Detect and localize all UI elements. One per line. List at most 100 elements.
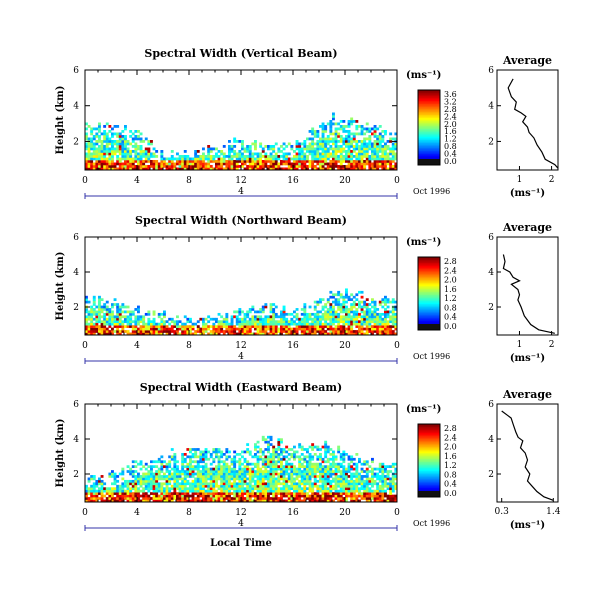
heatmap-cell	[212, 472, 216, 476]
heatmap-cell	[248, 482, 252, 486]
heatmap-cell	[277, 155, 281, 158]
heatmap-cell	[308, 145, 312, 148]
heatmap-cell	[183, 472, 187, 476]
heatmap-cell	[173, 165, 177, 168]
heatmap-cell	[345, 494, 348, 498]
heatmap-cell	[137, 327, 140, 331]
heatmap-cell	[189, 157, 192, 161]
heatmap-cell	[264, 492, 268, 495]
heatmap-cell	[160, 160, 164, 163]
heatmap-cell	[259, 492, 263, 495]
colorbar-tick-label: 0.4	[444, 480, 457, 489]
heatmap-cell	[384, 300, 387, 304]
heatmap-cell	[103, 327, 107, 331]
heatmap-cell	[170, 325, 174, 328]
heatmap-cell	[355, 475, 359, 478]
heatmap-cell	[155, 330, 159, 333]
heatmap-cell	[147, 160, 151, 163]
heatmap-cell	[207, 145, 211, 148]
heatmap-cell	[235, 320, 239, 324]
heatmap-cell	[324, 332, 328, 336]
heatmap-cell	[111, 303, 114, 306]
heatmap-cell	[308, 325, 312, 328]
heatmap-cell	[217, 450, 221, 454]
heatmap-cell	[144, 477, 148, 481]
heatmap-cell	[274, 315, 278, 319]
heatmap-cell	[363, 332, 367, 336]
heatmap-cell	[332, 322, 335, 326]
heatmap-cell	[376, 308, 380, 311]
heatmap-cell	[311, 462, 315, 466]
heatmap-cell	[191, 479, 195, 483]
heatmap-cell	[173, 322, 177, 326]
heatmap-cell	[246, 470, 250, 473]
heatmap-cell	[363, 320, 367, 324]
heatmap-cell	[368, 497, 372, 500]
heatmap-cell	[103, 303, 107, 306]
heatmap-cell	[282, 162, 286, 166]
heatmap-cell	[196, 325, 200, 328]
heatmap-cell	[92, 332, 96, 336]
heatmap-cell	[329, 453, 333, 456]
heatmap-cell	[295, 330, 299, 333]
heatmap-cell	[118, 160, 122, 163]
heatmap-cell	[178, 472, 182, 476]
heatmap-cell	[116, 330, 120, 333]
heatmap-cell	[308, 475, 312, 478]
heatmap-cell	[277, 455, 281, 459]
heatmap-cell	[373, 310, 377, 314]
heatmap-cell	[337, 475, 341, 478]
heatmap-cell	[293, 332, 296, 336]
heatmap-cell	[181, 453, 185, 456]
heatmap-cell	[313, 475, 317, 478]
heatmap-cell	[355, 497, 359, 500]
heatmap-cell	[347, 462, 351, 466]
heatmap-cell	[131, 460, 135, 464]
heatmap-cell	[280, 489, 283, 493]
heatmap-cell	[298, 147, 302, 151]
heatmap-cell	[178, 155, 182, 158]
heatmap-cell	[241, 479, 244, 483]
heatmap-cell	[241, 320, 244, 324]
heatmap-cell	[248, 162, 252, 166]
heatmap-cell	[347, 140, 351, 143]
heatmap-cell	[235, 167, 239, 171]
heatmap-cell	[269, 470, 273, 473]
heatmap-cell	[103, 132, 107, 136]
heatmap-cell	[225, 487, 229, 491]
profile-y-tick-label: 4	[488, 435, 494, 445]
heatmap-cell	[170, 499, 174, 503]
heatmap-cell	[108, 155, 112, 158]
colorbar-swatch	[418, 324, 440, 330]
heatmap-cell	[308, 462, 312, 466]
heatmap-cell	[261, 460, 265, 464]
heatmap-cell	[137, 494, 140, 498]
heatmap-cell	[194, 492, 198, 495]
heatmap-cell	[311, 130, 315, 133]
heatmap-cell	[368, 142, 372, 146]
heatmap-cell	[376, 157, 380, 161]
heatmap-cell	[321, 492, 325, 495]
heatmap-cell	[230, 155, 234, 158]
heatmap-cell	[181, 322, 185, 326]
heatmap-cell	[350, 499, 354, 503]
heatmap-cell	[337, 155, 341, 158]
heatmap-cell	[118, 132, 122, 136]
heatmap-cell	[389, 132, 393, 136]
heatmap-cell	[176, 472, 179, 476]
heatmap-cell	[345, 492, 348, 495]
heatmap-cell	[230, 487, 234, 491]
heatmap-cell	[100, 152, 104, 156]
heatmap-cell	[329, 130, 333, 133]
heatmap-cell	[264, 303, 268, 306]
heatmap-cell	[87, 332, 91, 336]
heatmap-cell	[92, 499, 96, 503]
heatmap-cell	[389, 165, 393, 168]
heatmap-cell	[365, 155, 369, 158]
heatmap-cell	[165, 470, 169, 473]
heatmap-cell	[295, 142, 299, 146]
heatmap-cell	[350, 467, 354, 471]
heatmap-cell	[280, 325, 283, 328]
heatmap-cell	[95, 152, 99, 156]
